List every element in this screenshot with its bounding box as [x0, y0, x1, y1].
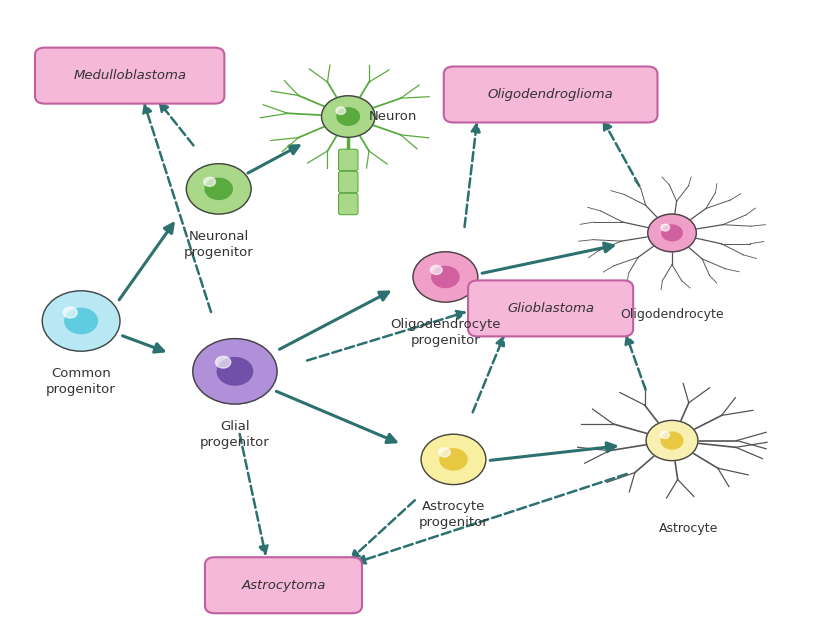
Text: Neuronal
progenitor: Neuronal progenitor: [184, 230, 254, 259]
Text: Astrocytoma: Astrocytoma: [241, 578, 325, 592]
Text: Glial
progenitor: Glial progenitor: [200, 420, 270, 449]
FancyBboxPatch shape: [444, 67, 657, 123]
Circle shape: [439, 448, 450, 457]
Text: Oligodendrocyte
progenitor: Oligodendrocyte progenitor: [390, 318, 501, 347]
FancyBboxPatch shape: [35, 48, 225, 103]
Text: Glioblastoma: Glioblastoma: [507, 302, 594, 315]
Text: Common
progenitor: Common progenitor: [46, 367, 116, 396]
FancyBboxPatch shape: [205, 557, 362, 613]
Circle shape: [432, 266, 459, 288]
Text: Medulloblastoma: Medulloblastoma: [74, 69, 186, 82]
Circle shape: [660, 431, 669, 438]
Circle shape: [648, 214, 696, 252]
FancyBboxPatch shape: [339, 171, 358, 193]
Circle shape: [187, 164, 251, 214]
Circle shape: [646, 421, 698, 461]
Circle shape: [661, 432, 683, 449]
Circle shape: [440, 449, 467, 470]
Circle shape: [64, 307, 77, 318]
Text: Neuron: Neuron: [368, 110, 417, 123]
Circle shape: [64, 308, 97, 334]
Text: Astrocyte
progenitor: Astrocyte progenitor: [419, 500, 488, 529]
Text: Astrocyte: Astrocyte: [658, 523, 718, 535]
FancyBboxPatch shape: [468, 281, 634, 336]
Circle shape: [337, 108, 359, 125]
FancyBboxPatch shape: [339, 193, 358, 214]
Circle shape: [413, 252, 477, 302]
Circle shape: [192, 338, 277, 404]
Circle shape: [217, 358, 253, 385]
Circle shape: [205, 178, 232, 200]
Text: Oligodendroglioma: Oligodendroglioma: [487, 88, 614, 101]
Circle shape: [336, 107, 345, 114]
Circle shape: [662, 225, 682, 241]
FancyBboxPatch shape: [339, 149, 358, 171]
Circle shape: [42, 291, 120, 351]
Circle shape: [216, 356, 230, 368]
Text: Oligodendrocyte: Oligodendrocyte: [620, 308, 724, 322]
Circle shape: [204, 177, 216, 186]
Circle shape: [661, 224, 670, 231]
Circle shape: [430, 265, 442, 274]
Circle shape: [321, 96, 375, 137]
Circle shape: [421, 434, 486, 485]
